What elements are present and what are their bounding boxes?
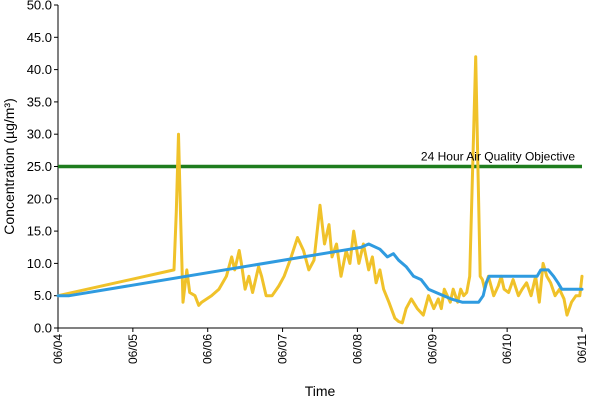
y-tick-label: 15.0 [27, 224, 52, 239]
x-tick-label: 06/09 [425, 334, 439, 364]
objective-label: 24 Hour Air Quality Objective [421, 150, 575, 164]
x-tick-label: 06/10 [500, 334, 514, 364]
y-tick-label: 25.0 [27, 159, 52, 174]
y-tick-label: 0.0 [34, 321, 52, 336]
y-tick-label: 10.0 [27, 256, 52, 271]
y-axis-title: Concentration (µg/m³) [1, 98, 17, 234]
x-tick-label: 06/06 [201, 334, 215, 364]
series-line-2 [56, 242, 584, 304]
y-ticks: 0.0 5.0 10.0 15.0 20.0 25.0 30.0 35.0 40.0 45.0 50… [27, 0, 58, 336]
x-tick-label: 06/07 [276, 334, 290, 364]
y-tick-label: 50.0 [27, 0, 52, 13]
y-tick-label: 40.0 [27, 62, 52, 77]
series-line-1 [56, 55, 584, 325]
x-tick-label: 06/11 [575, 334, 589, 363]
x-axis-title: Time [305, 383, 336, 399]
x-ticks: 06/04 06/05 06/06 06/07 06/08 06/09 06/10 06/11 [51, 328, 589, 364]
y-tick-label: 45.0 [27, 30, 52, 45]
y-tick-label: 35.0 [27, 94, 52, 109]
x-tick-label: 06/08 [350, 334, 364, 364]
x-tick-label: 06/04 [51, 334, 65, 364]
y-tick-label: 20.0 [27, 191, 52, 206]
y-tick-label: 30.0 [27, 127, 52, 142]
series-lines [56, 55, 584, 325]
y-tick-label: 5.0 [34, 288, 52, 303]
x-tick-label: 06/05 [126, 334, 140, 364]
